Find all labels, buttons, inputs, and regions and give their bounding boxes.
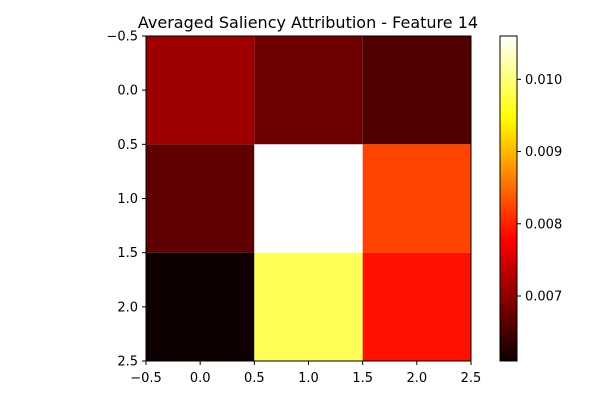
colorbar-ticks: 0.007 0.008 0.009 0.010 (517, 73, 562, 305)
x-tick-label: 1.5 (352, 371, 373, 386)
heatmap-cell (146, 36, 255, 145)
heatmap-cell (362, 144, 471, 253)
chart-title: Averaged Saliency Attribution - Feature … (138, 13, 478, 32)
y-tick-label: 0.0 (117, 84, 138, 99)
heatmap-cell (254, 36, 363, 145)
colorbar-tick-label: 0.010 (525, 73, 562, 88)
colorbar-tick-label: 0.007 (525, 290, 562, 305)
y-tick-label: 2.5 (117, 355, 138, 370)
x-tick-label: 2.0 (406, 371, 427, 386)
y-axis-ticks: −0.5 0.0 0.5 1.0 1.5 2.0 2.5 (106, 30, 146, 370)
y-tick-label: 1.5 (117, 246, 138, 261)
x-tick-label: 0.0 (190, 371, 211, 386)
colorbar-tick-label: 0.008 (525, 217, 562, 232)
heatmap-cell (254, 252, 363, 361)
x-tick-label: 2.5 (461, 371, 482, 386)
colorbar (499, 35, 518, 362)
heatmap-cells (146, 36, 471, 361)
x-tick-label: 0.5 (244, 371, 265, 386)
colorbar-tick-label: 0.009 (525, 145, 562, 160)
heatmap-cell (146, 252, 255, 361)
y-tick-label: −0.5 (106, 30, 138, 45)
x-axis-ticks: −0.5 0.0 0.5 1.0 1.5 2.0 2.5 (130, 361, 481, 386)
heatmap-cell (254, 144, 363, 253)
x-tick-label: −0.5 (130, 371, 162, 386)
y-tick-label: 2.0 (117, 300, 138, 315)
y-tick-label: 0.5 (117, 138, 138, 153)
heatmap-cell (362, 252, 471, 361)
y-tick-label: 1.0 (117, 192, 138, 207)
heatmap-cell (146, 144, 255, 253)
heatmap-cell (362, 36, 471, 145)
x-tick-label: 1.0 (298, 371, 319, 386)
